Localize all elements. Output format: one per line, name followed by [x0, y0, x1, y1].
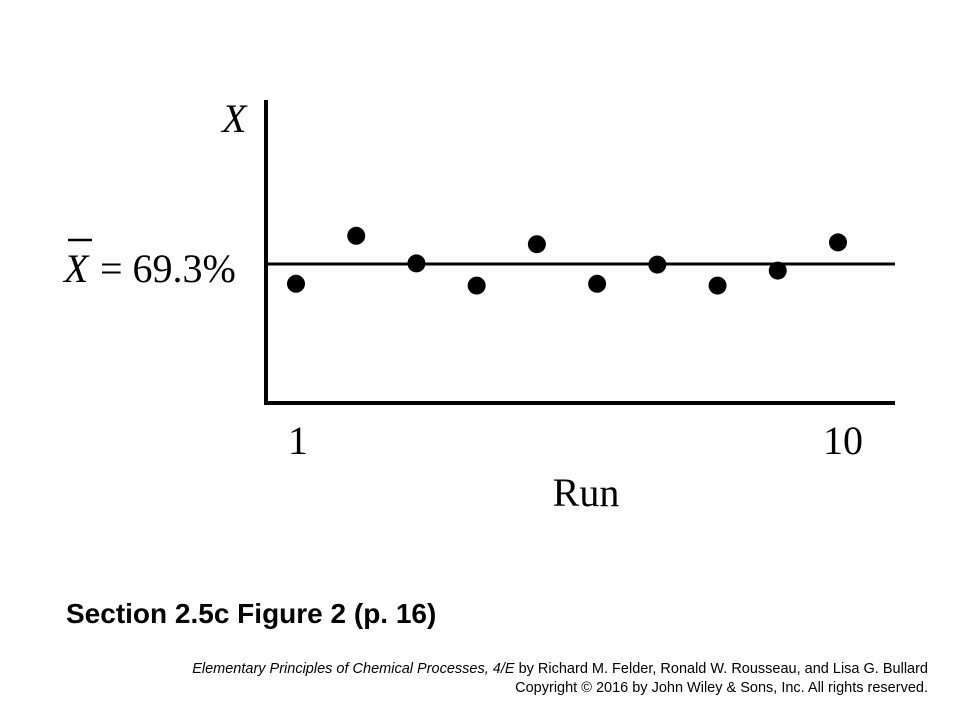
data-point-run-9: [768, 261, 787, 280]
data-point-run-10: [829, 233, 847, 252]
data-point-run-7: [648, 255, 667, 274]
mean-label: X = 69.3%: [62, 238, 236, 291]
book-authors: by Richard M. Felder, Ronald W. Rousseau…: [518, 661, 928, 677]
scatter-chart: X X = 69.3% 1 10 Run: [62, 96, 895, 515]
x-axis-label: Run: [553, 470, 620, 515]
y-axis-label: X: [220, 96, 248, 141]
data-point-run-6: [588, 274, 607, 293]
credits-line-1: Elementary Principles of Chemical Proces…: [192, 660, 928, 679]
mean-label-value: = 69.3%: [100, 246, 236, 291]
data-point-run-8: [708, 276, 727, 295]
mean-label-symbol: X: [62, 246, 90, 291]
copyright-text: Copyright © 2016 by John Wiley & Sons, I…: [515, 680, 928, 696]
x-tick-label-10: 10: [823, 418, 863, 463]
x-tick-label-1: 1: [288, 418, 308, 463]
book-title: Elementary Principles of Chemical Proces…: [192, 661, 515, 677]
data-point-run-3: [407, 254, 426, 273]
data-point-run-5: [527, 235, 546, 254]
credits: Elementary Principles of Chemical Proces…: [192, 660, 928, 698]
data-points: [287, 226, 847, 295]
data-point-run-4: [467, 276, 486, 295]
data-point-run-2: [347, 226, 366, 245]
data-point-run-1: [287, 274, 305, 293]
figure-caption: Section 2.5c Figure 2 (p. 16): [66, 598, 437, 629]
